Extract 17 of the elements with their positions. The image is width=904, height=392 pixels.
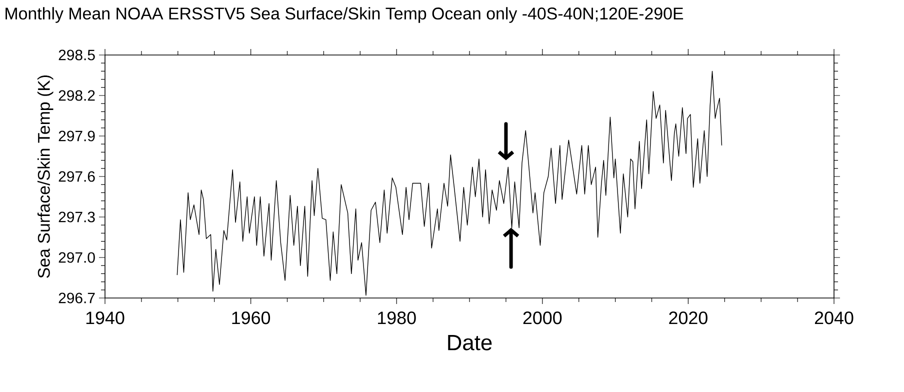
x-tick-label: 1940 [86, 312, 124, 324]
x-axis-title: Date [448, 335, 492, 350]
x-tick-label: 1980 [378, 312, 416, 324]
chart-title: Monthly Mean NOAA ERSSTV5 Sea Surface/Skin Temp Ocean only -40S-40N;120E-290E [6, 7, 684, 23]
x-tick-label: 2020 [669, 312, 708, 324]
y-tick-label: 296.7 [58, 292, 95, 304]
y-axis-title: Sea Surface/Skin Temp (K) [37, 75, 54, 278]
y-tick-label: 298.5 [58, 50, 95, 60]
y-tick-label: 297.6 [58, 171, 95, 182]
y-tick-label: 297.9 [58, 130, 95, 142]
x-tick-label: 2040 [814, 312, 854, 324]
y-tick-label: 298.2 [58, 90, 95, 101]
y-tick-label: 297.0 [58, 252, 95, 263]
y-tick-label: 297.3 [58, 212, 95, 222]
x-tick-label: 1960 [232, 312, 270, 324]
line-series [176, 70, 722, 296]
x-tick-label: 2000 [523, 312, 562, 324]
